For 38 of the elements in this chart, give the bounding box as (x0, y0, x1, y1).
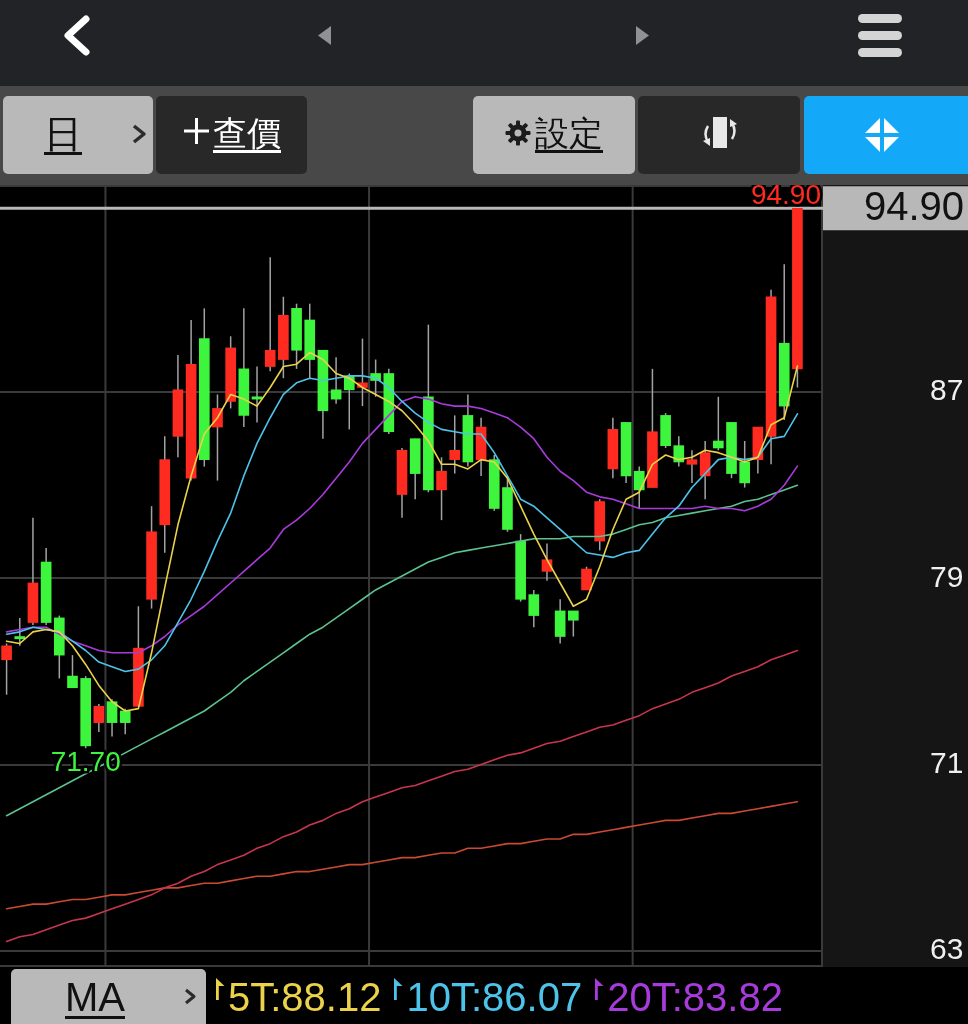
candlestick (673, 435, 685, 468)
candlestick (14, 617, 26, 647)
y-tick-label: 63 (930, 931, 964, 965)
candlestick (330, 356, 342, 405)
candlestick (739, 440, 751, 489)
candlestick (1, 642, 12, 696)
candlestick (93, 703, 105, 733)
candlestick (119, 707, 131, 736)
text: 查價 (213, 113, 281, 153)
y-tick-label: 79 (930, 559, 964, 593)
settings-button[interactable] (473, 96, 635, 174)
candlestick (581, 565, 592, 591)
text: MA (65, 975, 125, 1019)
legend-label: 20T:83.82 (607, 975, 783, 1019)
candlestick (528, 589, 540, 628)
y-tick-label: 71 (930, 745, 964, 779)
text: 設定 (535, 113, 603, 153)
candlestick (251, 365, 263, 424)
candlestick (633, 465, 645, 510)
candlestick (713, 396, 724, 452)
candlestick (686, 449, 698, 484)
annotation: 94.90 (750, 179, 821, 211)
legend-label: 10T:86.07 (406, 975, 583, 1019)
text: 日 (44, 112, 82, 156)
candlestick (67, 654, 78, 689)
period-button[interactable] (3, 96, 153, 174)
rotate-button[interactable] (638, 96, 800, 174)
candlestick (106, 698, 118, 738)
candlestick (449, 414, 461, 475)
quote-button[interactable] (156, 96, 307, 174)
ma-button[interactable] (11, 969, 206, 1024)
ref-line-label: 94.90 (863, 184, 964, 229)
candlestick (357, 337, 368, 407)
y-tick-label: 87 (930, 373, 964, 407)
legend-label: 5T:88.12 (228, 975, 382, 1019)
candlestick (568, 610, 579, 638)
candlestick (264, 256, 276, 372)
candlestick (436, 456, 447, 521)
